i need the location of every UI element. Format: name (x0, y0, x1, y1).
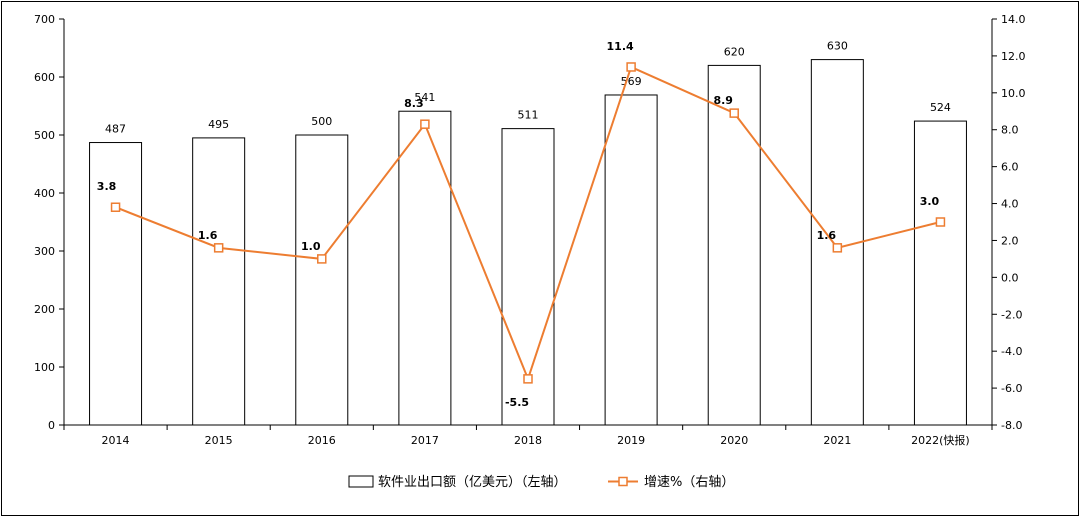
growth-value-label: 8.9 (713, 94, 733, 107)
right-axis-tick-label: -6.0 (1001, 382, 1022, 395)
left-axis-tick-label: 700 (34, 13, 55, 26)
growth-marker (935, 217, 946, 227)
left-axis-tick-label: 300 (34, 245, 55, 258)
growth-marker (213, 243, 224, 253)
growth-marker (420, 119, 430, 129)
growth-marker (110, 202, 121, 212)
left-axis-tick-label: 600 (34, 71, 55, 84)
legend: 软件业出口额（亿美元）（左轴） 增速%（右轴） (348, 475, 734, 490)
growth-marker (523, 374, 533, 384)
growth-value-label: 1.0 (301, 240, 321, 253)
growth-value-label: -5.5 (505, 396, 529, 409)
x-axis-tick-label: 2017 (411, 434, 439, 447)
bar (913, 120, 967, 426)
left-axis-tick-label: 500 (34, 129, 55, 142)
x-axis-tick-label: 2019 (617, 434, 645, 447)
bar (89, 142, 143, 426)
left-axis-tick-label: 200 (34, 303, 55, 316)
growth-marker (317, 254, 327, 264)
right-axis-tick-label: -8.0 (1001, 419, 1022, 432)
growth-value-label: 11.4 (607, 40, 634, 53)
left-axis-tick-label: 0 (48, 419, 55, 432)
x-axis-tick-label: 2020 (720, 434, 748, 447)
growth-marker (626, 62, 636, 72)
growth-marker (832, 243, 843, 253)
growth-value-label: 1.6 (198, 229, 218, 242)
x-axis-tick-label: 2014 (102, 434, 130, 447)
left-axis-tick-label: 400 (34, 187, 55, 200)
bar-value-label: 487 (105, 123, 126, 136)
axes: 0 100 200 300 400 500 600 700 -8.0 -6.0 -4.0 -2.0 0.… (34, 13, 1026, 447)
right-axis-tick-label: 12.0 (1001, 50, 1026, 63)
bar-value-label: 511 (518, 109, 539, 122)
bar (295, 134, 349, 426)
right-axis-tick-label: 14.0 (1001, 13, 1026, 26)
bar-value-label: 495 (208, 118, 229, 131)
bar-value-label: 524 (930, 101, 951, 114)
x-axis-tick-label: 2021 (823, 434, 851, 447)
bar-series (89, 59, 967, 426)
growth-line-series: 3.8 1.6 1.0 8.3 -5.5 11.4 8.9 1.6 3.0 (97, 40, 946, 409)
right-axis-tick-label: 0.0 (1001, 271, 1019, 284)
growth-marker (729, 108, 739, 118)
bar (604, 94, 658, 426)
legend-line-label: 增速%（右轴） (644, 475, 734, 490)
x-axis-tick-label: 2018 (514, 434, 542, 447)
legend-bar-swatch (348, 475, 374, 488)
right-axis-tick-label: 8.0 (1001, 124, 1019, 137)
x-axis-tick-label: 2015 (205, 434, 233, 447)
growth-value-label: 8.3 (404, 97, 424, 110)
growth-value-label: 3.0 (920, 195, 940, 208)
right-axis-tick-label: -4.0 (1001, 345, 1022, 358)
bar (398, 110, 452, 426)
legend-bar-label: 软件业出口额（亿美元）（左轴） (378, 475, 567, 490)
growth-value-label: 3.8 (97, 180, 117, 193)
right-axis-tick-label: 2.0 (1001, 234, 1019, 247)
bar-value-label: 541 (414, 91, 435, 104)
growth-value-label: 1.6 (817, 229, 837, 242)
bar-value-label: 630 (827, 40, 848, 53)
x-axis-tick-label: 2022(快报) (911, 433, 970, 447)
bar (810, 59, 864, 426)
right-axis-tick-label: 6.0 (1001, 161, 1019, 174)
bar (707, 64, 761, 426)
bar-value-label: 620 (724, 45, 745, 58)
left-axis-tick-label: 100 (34, 361, 55, 374)
legend-line-marker (618, 476, 628, 487)
bar-value-label: 500 (311, 115, 332, 128)
x-axis-tick-label: 2016 (308, 434, 336, 447)
bar (192, 137, 246, 426)
right-axis-tick-label: -2.0 (1001, 308, 1022, 321)
right-axis-tick-label: 10.0 (1001, 87, 1026, 100)
right-axis-tick-label: 4.0 (1001, 198, 1019, 211)
